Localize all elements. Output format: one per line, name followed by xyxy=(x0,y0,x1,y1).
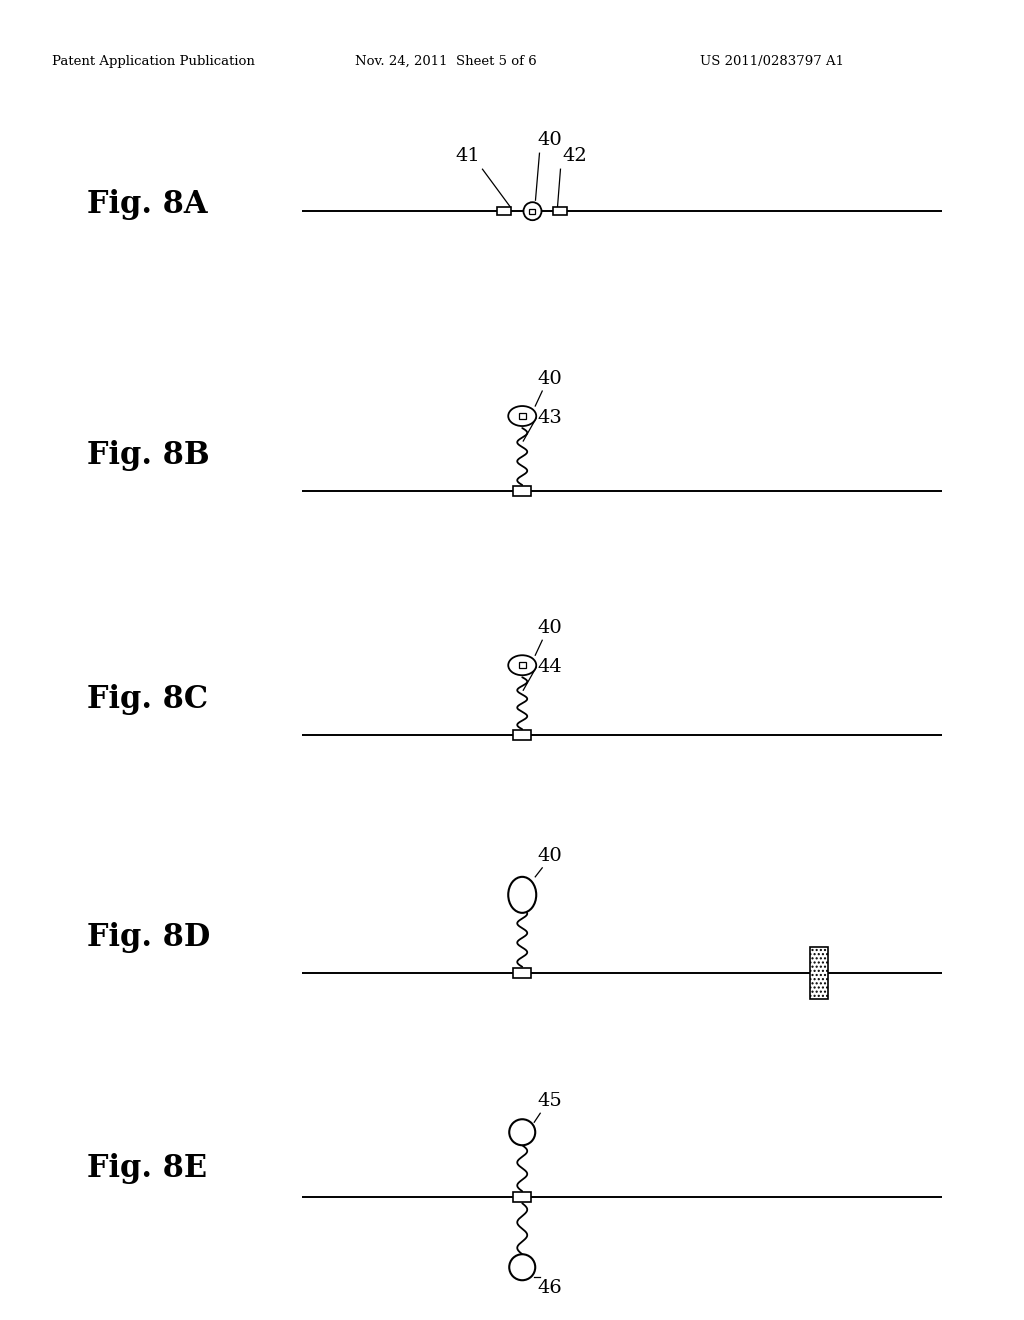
Bar xyxy=(513,1192,531,1203)
Ellipse shape xyxy=(509,1254,536,1280)
Ellipse shape xyxy=(508,876,537,913)
Text: Fig. 8D: Fig. 8D xyxy=(87,921,210,953)
Bar xyxy=(498,207,511,215)
Bar xyxy=(513,730,531,741)
Bar xyxy=(519,663,525,668)
Text: Nov. 24, 2011  Sheet 5 of 6: Nov. 24, 2011 Sheet 5 of 6 xyxy=(355,55,537,69)
Text: US 2011/0283797 A1: US 2011/0283797 A1 xyxy=(700,55,844,69)
Ellipse shape xyxy=(509,1119,536,1146)
Bar xyxy=(513,486,531,496)
Text: 40: 40 xyxy=(538,619,562,638)
Text: 46: 46 xyxy=(538,1279,562,1298)
Text: 40: 40 xyxy=(538,370,562,388)
Ellipse shape xyxy=(523,202,542,220)
Text: 44: 44 xyxy=(538,659,562,676)
Text: 43: 43 xyxy=(538,409,562,428)
Text: 41: 41 xyxy=(456,148,480,165)
Bar xyxy=(554,207,567,215)
Bar xyxy=(513,968,531,978)
Text: Fig. 8A: Fig. 8A xyxy=(87,189,208,220)
Text: 40: 40 xyxy=(538,131,562,149)
Text: 40: 40 xyxy=(538,847,562,865)
Bar xyxy=(519,413,525,418)
Bar xyxy=(529,209,536,214)
Bar xyxy=(810,946,828,999)
Text: 42: 42 xyxy=(562,148,587,165)
Text: Fig. 8C: Fig. 8C xyxy=(87,684,208,715)
Text: Fig. 8B: Fig. 8B xyxy=(87,440,210,471)
Text: Patent Application Publication: Patent Application Publication xyxy=(52,55,255,69)
Ellipse shape xyxy=(508,655,537,676)
Text: Fig. 8E: Fig. 8E xyxy=(87,1152,207,1184)
Ellipse shape xyxy=(508,407,537,426)
Text: 45: 45 xyxy=(538,1092,562,1110)
